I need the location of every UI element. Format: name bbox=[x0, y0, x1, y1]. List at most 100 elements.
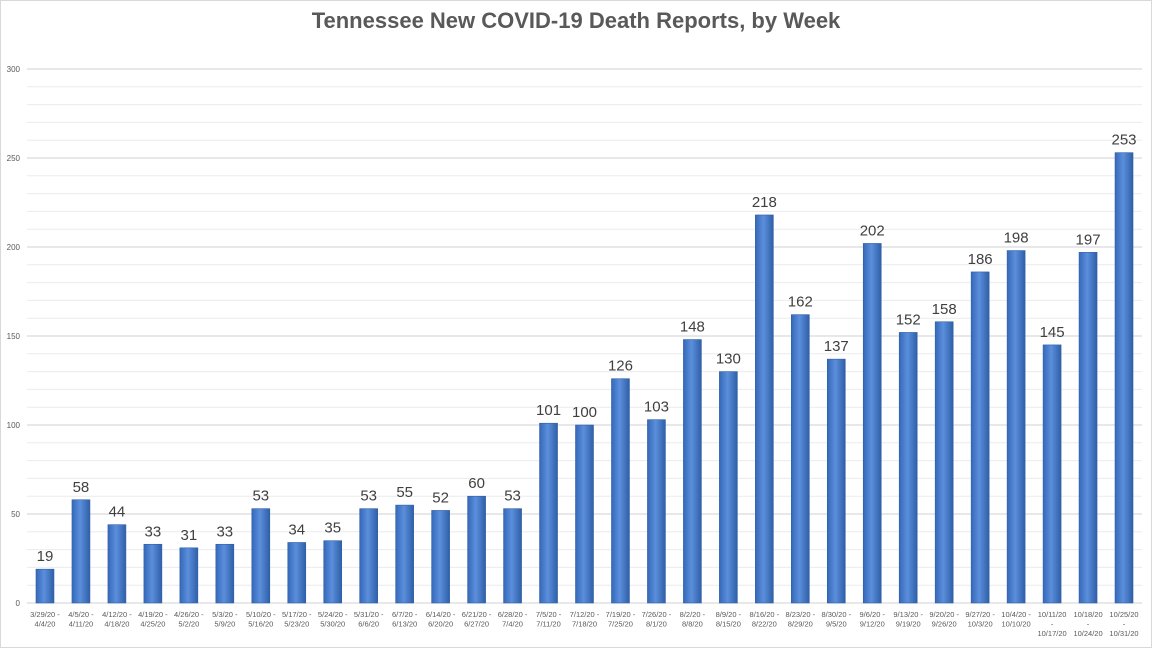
x-tick-label: 6/14/20 -6/20/20 bbox=[426, 610, 456, 629]
data-label: 53 bbox=[504, 488, 521, 505]
data-label: 145 bbox=[1040, 324, 1065, 341]
x-tick-label: 4/26/20 -5/2/20 bbox=[174, 610, 204, 629]
bar bbox=[395, 504, 414, 604]
x-tick-label: 8/23/20 -8/29/20 bbox=[786, 610, 816, 629]
bar bbox=[323, 540, 343, 604]
bar bbox=[251, 508, 271, 604]
x-tick-label: 10/11/20 -10/17/20 bbox=[1037, 610, 1066, 638]
data-labels: 19 58 44 33 31 33 53 34 35 53 55 52 60 53 101 100 126 103… bbox=[37, 132, 1137, 566]
x-tick-label: 5/31/20 -6/6/20 bbox=[354, 610, 384, 629]
bar bbox=[647, 419, 666, 604]
data-label: 148 bbox=[680, 319, 705, 336]
bar bbox=[359, 508, 378, 604]
data-label: 55 bbox=[396, 484, 413, 501]
chart-title: Tennessee New COVID-19 Death Reports, by… bbox=[311, 8, 841, 33]
x-tick-label: 5/3/20 -5/9/20 bbox=[212, 610, 238, 629]
bar bbox=[1042, 344, 1062, 604]
x-tick-label: 8/2/20 -8/8/20 bbox=[680, 610, 706, 629]
bar bbox=[898, 332, 918, 604]
y-tick-label: 0 bbox=[16, 599, 21, 608]
bar bbox=[611, 378, 630, 604]
x-tick-label: 4/5/20 -4/11/20 bbox=[68, 610, 94, 629]
data-label: 162 bbox=[788, 294, 813, 311]
data-label: 52 bbox=[432, 489, 449, 506]
bar bbox=[215, 543, 235, 604]
bar bbox=[143, 543, 163, 604]
x-tick-label: 10/25/20 -10/31/20 bbox=[1109, 610, 1138, 638]
bar bbox=[1078, 252, 1098, 604]
bar bbox=[107, 524, 127, 604]
x-tick-label: 6/7/20 -6/13/20 bbox=[392, 610, 418, 629]
x-tick-label: 6/28/20 -7/4/20 bbox=[498, 610, 528, 629]
x-tick-label: 8/9/20 -8/15/20 bbox=[716, 610, 742, 629]
data-label: 130 bbox=[716, 351, 741, 368]
y-tick-label: 200 bbox=[7, 243, 21, 252]
x-tick-label: 4/12/20 -4/18/20 bbox=[102, 610, 132, 629]
bar bbox=[431, 510, 450, 604]
bar bbox=[35, 568, 55, 604]
bar bbox=[755, 214, 774, 604]
data-label: 152 bbox=[896, 311, 921, 328]
x-tick-label: 8/30/20 -9/5/20 bbox=[821, 610, 851, 629]
data-label: 186 bbox=[968, 251, 993, 268]
bar bbox=[826, 358, 846, 604]
bar bbox=[287, 542, 307, 604]
data-label: 158 bbox=[932, 301, 957, 318]
data-label: 253 bbox=[1112, 132, 1137, 149]
bar bbox=[503, 508, 522, 604]
bar bbox=[179, 547, 199, 604]
x-tick-label: 5/17/20 -5/23/20 bbox=[282, 610, 312, 629]
y-tick-label: 300 bbox=[7, 65, 21, 74]
x-tick-label: 7/5/20 -7/11/20 bbox=[536, 610, 562, 629]
bar bbox=[683, 339, 702, 604]
y-tick-label: 250 bbox=[7, 154, 21, 163]
x-tick-label: 7/12/20 -7/18/20 bbox=[570, 610, 600, 629]
bar bbox=[970, 271, 990, 604]
x-tick-label: 10/4/20 -10/10/20 bbox=[1001, 610, 1031, 629]
x-axis-ticks: 3/29/20 -4/4/20 4/5/20 -4/11/20 4/12/20 -4… bbox=[30, 610, 1138, 638]
x-tick-label: 6/21/20 -6/27/20 bbox=[462, 610, 492, 629]
x-tick-label: 8/16/20 -8/22/20 bbox=[750, 610, 780, 629]
x-tick-label: 7/19/20 -7/25/20 bbox=[606, 610, 636, 629]
x-tick-label: 4/19/20 -4/25/20 bbox=[138, 610, 168, 629]
data-label: 101 bbox=[536, 402, 561, 419]
y-axis-ticks: 0 50 100 150 200 250 300 bbox=[7, 65, 21, 608]
x-tick-label: 5/10/20 -5/16/20 bbox=[246, 610, 276, 629]
bar bbox=[862, 243, 882, 604]
data-label: 202 bbox=[860, 222, 885, 239]
data-label: 44 bbox=[109, 504, 126, 521]
bar bbox=[467, 495, 486, 604]
bar bbox=[1006, 250, 1026, 604]
data-label: 126 bbox=[608, 358, 633, 375]
x-tick-label: 9/20/20 -9/26/20 bbox=[929, 610, 959, 629]
y-tick-label: 50 bbox=[11, 510, 20, 519]
bar bbox=[719, 371, 738, 604]
data-label: 103 bbox=[644, 399, 669, 416]
data-label: 58 bbox=[73, 479, 90, 496]
data-label: 19 bbox=[37, 548, 54, 565]
data-label: 33 bbox=[145, 523, 162, 540]
data-label: 100 bbox=[572, 404, 597, 421]
data-label: 33 bbox=[216, 523, 233, 540]
data-label: 34 bbox=[288, 521, 305, 538]
bar bbox=[575, 424, 594, 604]
bar bbox=[71, 499, 91, 604]
data-label: 35 bbox=[324, 520, 341, 537]
data-label: 53 bbox=[252, 488, 269, 505]
x-tick-label: 5/24/20 -5/30/20 bbox=[318, 610, 348, 629]
data-label: 31 bbox=[181, 527, 198, 544]
x-tick-label: 9/13/20 -9/19/20 bbox=[893, 610, 923, 629]
bar bbox=[934, 321, 954, 604]
bar-series bbox=[35, 152, 1134, 604]
bar bbox=[539, 422, 558, 604]
bar bbox=[791, 314, 810, 604]
x-tick-label: 9/27/20 -10/3/20 bbox=[965, 610, 995, 629]
data-label: 218 bbox=[752, 194, 777, 211]
data-label: 60 bbox=[468, 475, 485, 492]
data-label: 197 bbox=[1076, 231, 1101, 248]
data-label: 53 bbox=[360, 488, 377, 505]
bar bbox=[1114, 152, 1134, 604]
x-tick-label: 7/26/20 -8/1/20 bbox=[642, 610, 672, 629]
